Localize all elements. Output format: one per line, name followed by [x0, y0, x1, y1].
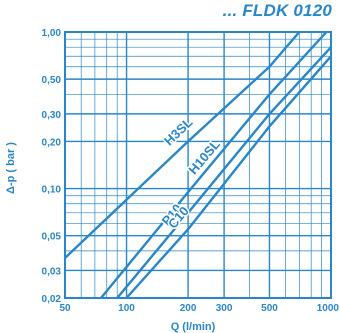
y-tick-labels: 0,02 0,03 0,05 0,10 0,20 0,30 0,50 1,00 [42, 28, 62, 305]
chart-title: ... FLDK 0120 [222, 1, 332, 20]
series-label-h3sl: H3SL [161, 115, 195, 149]
x-tick-label: 100 [118, 303, 135, 314]
x-tick-labels: 50 100 200 300 500 1000 [59, 303, 339, 314]
x-axis-title: Q (l/min) [171, 321, 216, 333]
y-tick-label: 0,03 [42, 266, 62, 277]
series-line-h3sl [64, 31, 301, 259]
series-line-c10 [125, 55, 332, 299]
plot-border [64, 31, 332, 299]
y-tick-label: 0,05 [42, 232, 62, 243]
x-tick-label: 200 [180, 303, 197, 314]
grid [65, 32, 331, 298]
y-tick-label: 1,00 [42, 28, 62, 39]
y-tick-label: 0,02 [42, 294, 62, 305]
y-tick-label: 0,50 [42, 75, 62, 86]
x-tick-label: 1000 [317, 303, 340, 314]
y-tick-label: 0,10 [42, 185, 62, 196]
x-tick-label: 300 [216, 303, 233, 314]
plot-frame [64, 31, 332, 299]
series-line-p10 [116, 46, 332, 299]
y-tick-label: 0,20 [42, 137, 62, 148]
series-lines [64, 31, 332, 299]
x-tick-label: 500 [261, 303, 278, 314]
x-tick-label: 50 [59, 303, 71, 314]
series-line-h10sl [100, 31, 328, 299]
y-tick-label: 0,30 [42, 110, 62, 121]
y-axis-title: Δ-p ( bar ) [5, 142, 17, 194]
